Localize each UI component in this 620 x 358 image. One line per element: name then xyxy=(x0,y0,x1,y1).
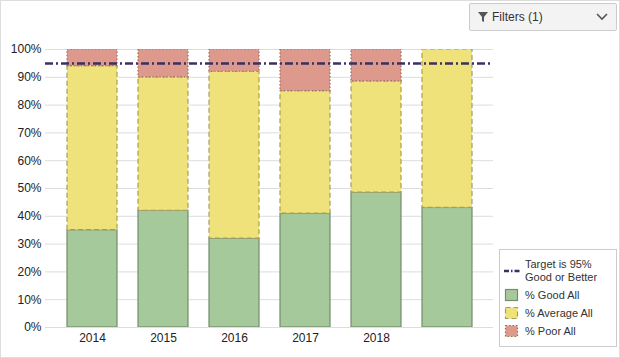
svg-text:2018: 2018 xyxy=(363,331,390,345)
html-text:% Average All: % Average All xyxy=(525,306,593,319)
svg-text:2016: 2016 xyxy=(221,331,248,345)
svg-text:2015: 2015 xyxy=(150,331,177,345)
svg-text:0%: 0% xyxy=(24,320,42,334)
svg-text:10%: 10% xyxy=(17,293,41,307)
svg-text:20%: 20% xyxy=(17,265,41,279)
svg-text:2014: 2014 xyxy=(79,331,106,345)
svg-text:90%: 90% xyxy=(17,70,41,84)
svg-text:100%: 100% xyxy=(11,42,42,56)
svg-text:70%: 70% xyxy=(17,126,41,140)
svg-text:50%: 50% xyxy=(17,181,41,195)
svg-text:40%: 40% xyxy=(17,209,41,223)
html-text:Target is 95% Good or Better: Target is 95% Good or Better xyxy=(525,258,598,283)
svg-text:30%: 30% xyxy=(17,237,41,251)
html-text:% Poor All: % Poor All xyxy=(525,324,576,337)
html-text:Filters (1): Filters (1) xyxy=(492,10,543,24)
svg-text:80%: 80% xyxy=(17,98,41,112)
html-text:% Good All: % Good All xyxy=(525,288,580,301)
svg-text:60%: 60% xyxy=(17,154,41,168)
svg-text:2017: 2017 xyxy=(292,331,319,345)
